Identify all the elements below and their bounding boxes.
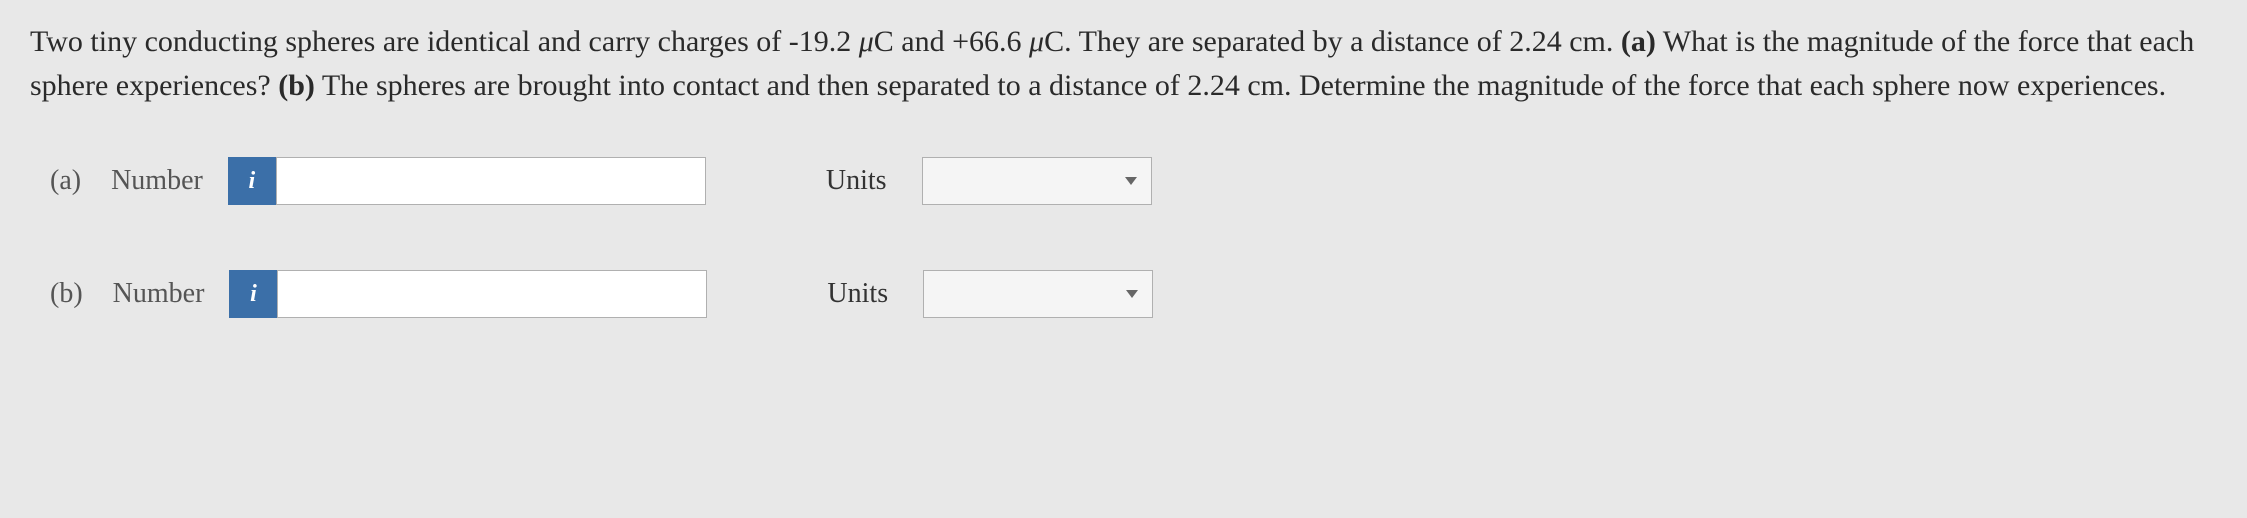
input-group-a: i — [228, 157, 706, 205]
mu-symbol-1: μ — [859, 25, 874, 58]
mu-symbol-2: μ — [1029, 25, 1044, 58]
question-part1: Two tiny conducting spheres are identica… — [30, 25, 859, 58]
answer-row-a: (a) Number i Units — [30, 157, 2217, 205]
units-select-wrapper-b — [923, 270, 1153, 318]
units-select-wrapper-a — [922, 157, 1152, 205]
number-input-a[interactable] — [276, 157, 706, 205]
question-text: Two tiny conducting spheres are identica… — [30, 20, 2217, 107]
input-group-b: i — [229, 270, 707, 318]
bold-a: (a) — [1621, 25, 1656, 58]
part-label-b: (b) — [50, 278, 83, 310]
number-input-b[interactable] — [277, 270, 707, 318]
info-icon-a[interactable]: i — [228, 157, 276, 205]
number-label-b: Number — [113, 278, 205, 310]
units-label-a: Units — [826, 165, 887, 197]
units-select-b[interactable] — [923, 270, 1153, 318]
question-part5: The spheres are brought into contact and… — [315, 69, 2166, 102]
number-label-a: Number — [111, 165, 203, 197]
part-label-a: (a) — [50, 165, 81, 197]
units-select-a[interactable] — [922, 157, 1152, 205]
bold-b: (b) — [278, 69, 315, 102]
question-part3: C. They are separated by a distance of 2… — [1044, 25, 1621, 58]
answer-row-b: (b) Number i Units — [30, 270, 2217, 318]
units-label-b: Units — [827, 278, 888, 310]
question-part2: C and +66.6 — [874, 25, 1029, 58]
info-icon-b[interactable]: i — [229, 270, 277, 318]
